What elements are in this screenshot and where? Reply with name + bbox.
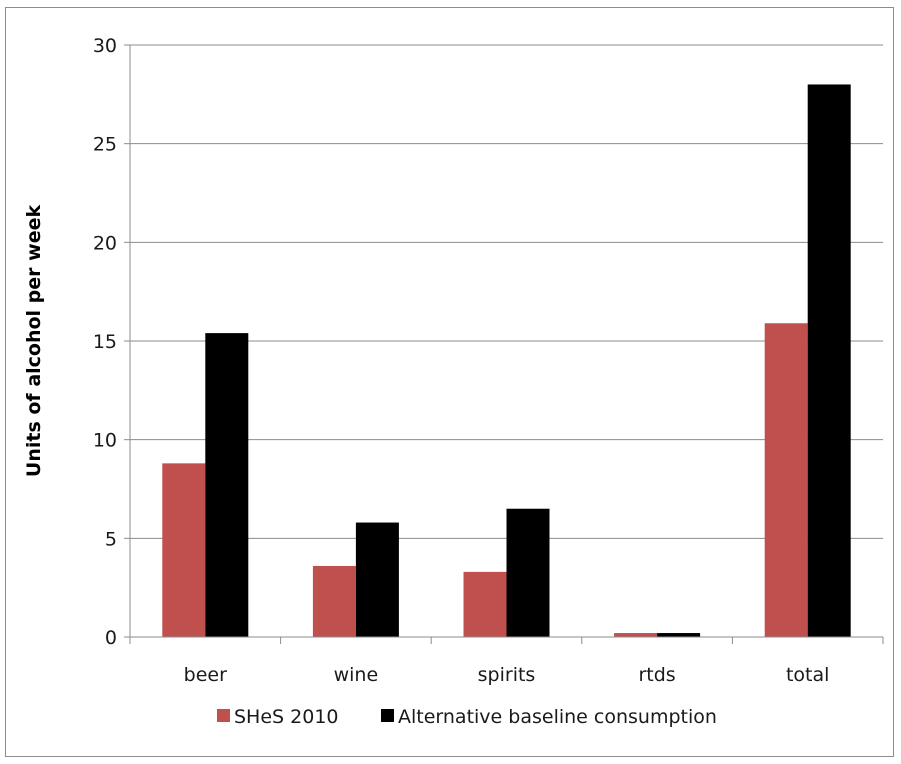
x-tick-label: spirits xyxy=(478,664,536,686)
y-axis-title: Units of alcohol per week xyxy=(23,205,45,478)
bars xyxy=(162,84,850,637)
bar-rtds-series-1 xyxy=(657,633,700,637)
bar-wine-series-1 xyxy=(356,523,399,637)
chart-frame: 0 5 10 15 20 25 30 beer wine spirits rtds total Un… xyxy=(5,7,894,757)
y-tick-labels: 0 5 10 15 20 25 30 xyxy=(93,35,117,649)
y-tick-label: 30 xyxy=(93,35,117,57)
y-tick-label: 5 xyxy=(105,528,117,550)
bar-spirits-series-1 xyxy=(507,509,550,637)
legend: SHeS 2010 Alternative baseline consumptio… xyxy=(217,706,717,728)
bar-total-series-0 xyxy=(765,323,808,637)
bar-beer-series-0 xyxy=(162,463,205,637)
bar-spirits-series-0 xyxy=(464,572,507,637)
y-tick-label: 10 xyxy=(93,430,117,452)
y-tick-label: 20 xyxy=(93,232,117,254)
legend-label-1: Alternative baseline consumption xyxy=(398,706,717,728)
y-tick-label: 15 xyxy=(93,331,117,353)
bar-rtds-series-0 xyxy=(614,633,657,637)
x-tick-label: rtds xyxy=(638,664,675,686)
x-tick-label: beer xyxy=(184,664,227,686)
x-tick-label: total xyxy=(786,664,829,686)
x-tick-labels: beer wine spirits rtds total xyxy=(184,664,830,686)
bar-total-series-1 xyxy=(808,84,851,637)
y-tick-label: 25 xyxy=(93,134,117,156)
legend-swatch-1 xyxy=(381,709,394,722)
y-tick-label: 0 xyxy=(105,627,117,649)
bar-beer-series-1 xyxy=(205,333,248,637)
legend-swatch-0 xyxy=(217,709,230,722)
legend-label-0: SHeS 2010 xyxy=(234,706,339,728)
x-tick-label: wine xyxy=(334,664,379,686)
bar-wine-series-0 xyxy=(313,566,356,637)
bar-chart: 0 5 10 15 20 25 30 beer wine spirits rtds total Un… xyxy=(6,8,895,758)
